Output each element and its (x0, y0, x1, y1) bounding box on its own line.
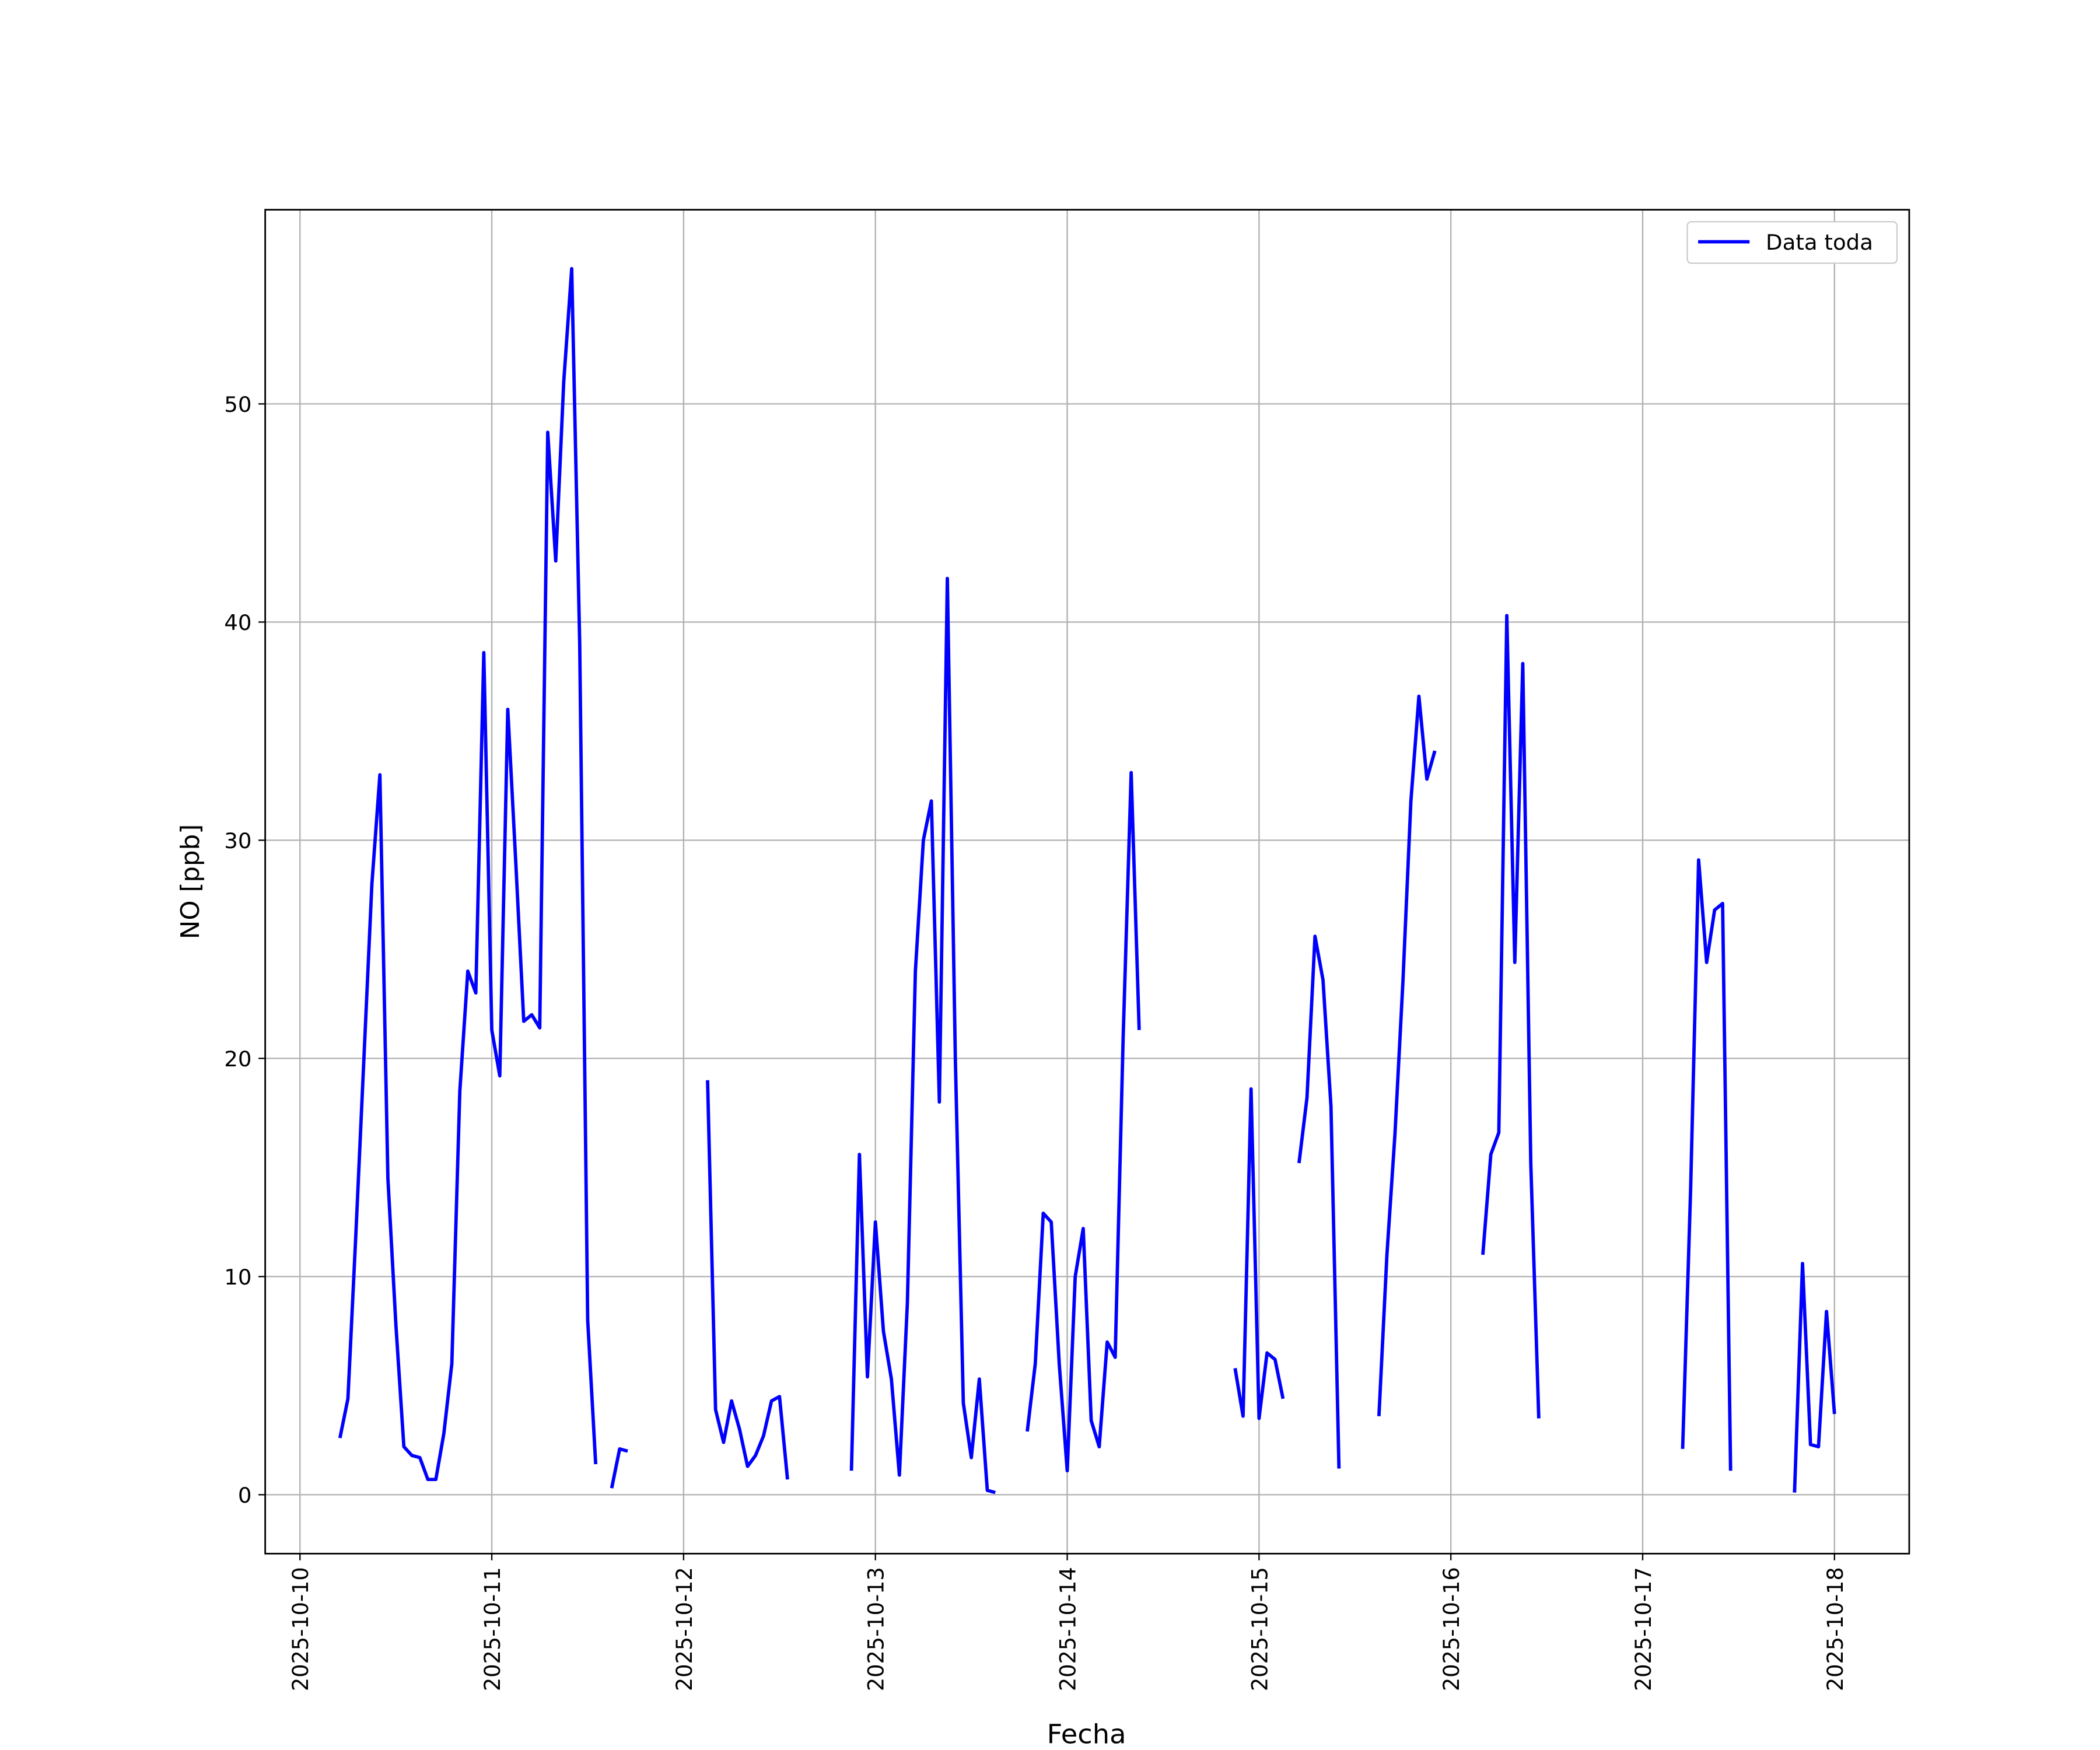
x-tick-label: 2025-10-14 (1055, 1567, 1080, 1691)
x-tick-label: 2025-10-16 (1439, 1567, 1464, 1691)
x-tick-label: 2025-10-10 (288, 1567, 313, 1691)
x-tick-label: 2025-10-13 (863, 1567, 888, 1691)
y-tick-label: 0 (238, 1483, 252, 1508)
data-line (338, 267, 1836, 1494)
y-tick-label: 40 (224, 610, 251, 635)
x-tick-label: 2025-10-15 (1247, 1567, 1272, 1691)
x-tick-label: 2025-10-17 (1631, 1567, 1656, 1691)
y-axis-label: NO [ppb] (176, 824, 205, 939)
x-tick-label: 2025-10-12 (672, 1567, 697, 1691)
y-tick-label: 10 (224, 1265, 251, 1290)
legend-label: Data toda (1766, 230, 1873, 255)
y-tick-label: 20 (224, 1046, 251, 1072)
y-tick-label: 50 (224, 392, 251, 417)
x-tick-label: 2025-10-18 (1823, 1567, 1848, 1691)
x-axis-label: Fecha (1047, 1718, 1126, 1750)
y-tick-label: 30 (224, 828, 251, 853)
x-tick-label: 2025-10-11 (480, 1567, 505, 1691)
legend-box (1686, 221, 1898, 264)
plot-frame (264, 209, 1910, 1555)
